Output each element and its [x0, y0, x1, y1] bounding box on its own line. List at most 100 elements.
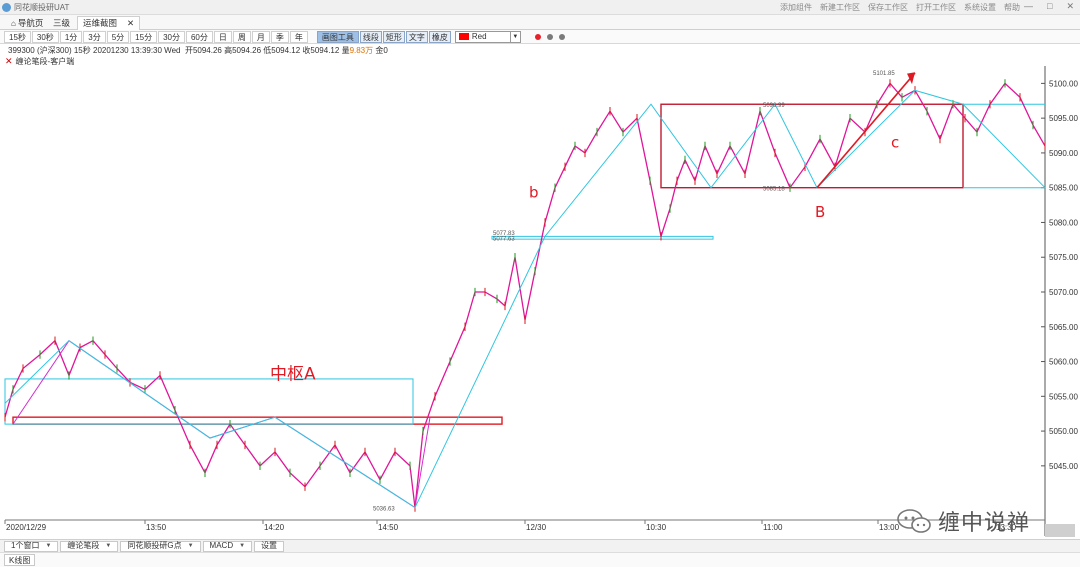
- level-b-rect: [491, 235, 714, 240]
- indicator-label: ✕ 缠论笔段-客户端: [5, 56, 75, 66]
- window-count-select[interactable]: 1个窗口 ▼: [4, 540, 59, 552]
- tab-level3[interactable]: 三级: [53, 17, 71, 28]
- indicator-bar: 1个窗口 ▼ 缠论笔段 ▼ 同花顺投研G点 ▼ MACD ▼ 设置: [0, 539, 1080, 552]
- close-tab-icon[interactable]: ✕: [127, 18, 135, 28]
- remove-indicator-icon[interactable]: ✕: [5, 56, 13, 66]
- indicator-gpoint-select[interactable]: 同花顺投研G点 ▼: [120, 540, 201, 552]
- period-label: 15秒: [73, 46, 91, 55]
- period-quarter[interactable]: 季: [270, 30, 289, 43]
- title-bar: 同花顺投研UAT 添加组件 新建工作区 保存工作区 打开工作区 系统设置 帮助 …: [0, 0, 1080, 15]
- price-mark-label: 5096.99: [763, 103, 785, 109]
- chevron-down-icon: ▼: [509, 31, 520, 42]
- y-tick-label: 5045.00: [1049, 462, 1078, 471]
- y-tick-label: 5095.00: [1049, 114, 1078, 123]
- period-month[interactable]: 月: [251, 30, 270, 43]
- chevron-down-icon: ▼: [187, 543, 194, 549]
- period-30m[interactable]: 30分: [158, 30, 185, 43]
- menu-save-workspace[interactable]: 保存工作区: [868, 3, 908, 12]
- x-tick-label: 13:50: [146, 523, 167, 532]
- low-value: 5094.12: [271, 46, 301, 55]
- chevron-down-icon: ▼: [45, 543, 52, 549]
- period-15s[interactable]: 15秒: [4, 30, 31, 43]
- tab-ops-screenshot[interactable]: 运维截图 ✕: [77, 16, 141, 30]
- rectangle-tool-button[interactable]: 矩形: [382, 30, 405, 43]
- period-week[interactable]: 周: [232, 30, 251, 43]
- y-tick-label: 5070.00: [1049, 288, 1078, 297]
- period-15m[interactable]: 15分: [130, 30, 158, 43]
- stock-name: (沪深300): [36, 46, 72, 55]
- x-tick-label: 14:20: [264, 523, 285, 532]
- settings-button[interactable]: 设置: [254, 540, 285, 552]
- close-value: 5094.12: [310, 46, 340, 55]
- maximize-icon[interactable]: □: [1047, 1, 1053, 11]
- x-tick-label: 14:50: [378, 523, 399, 532]
- period-toolbar: 15秒 30秒 1分 3分 5分 15分 30分 60分 日 周 月 季 年 画…: [0, 30, 1080, 44]
- chart-canvas[interactable]: 5045.00 5050.00 5055.00 5060.00 5065.00 5070.…: [4, 66, 1080, 537]
- price-mark-label: 5036.63: [373, 506, 395, 512]
- amount-value: 0: [383, 46, 388, 55]
- indicator-macd-select[interactable]: MACD ▼: [202, 540, 253, 552]
- close-window-icon[interactable]: ✕: [1066, 1, 1074, 11]
- trend-arrow-head-icon: [907, 72, 915, 85]
- tab-home[interactable]: ⌂ 导航页: [11, 17, 44, 28]
- chevron-down-icon: ▼: [105, 543, 112, 549]
- y-tick-label: 5055.00: [1049, 392, 1078, 401]
- period-day[interactable]: 日: [213, 30, 232, 43]
- chart-scrollbar[interactable]: [1045, 524, 1075, 537]
- period-1m[interactable]: 1分: [59, 30, 83, 43]
- eraser-tool-button[interactable]: 橡皮: [428, 30, 451, 43]
- price-mark-label: 5101.85: [873, 71, 895, 77]
- text-tool-button[interactable]: 文字: [405, 30, 428, 43]
- draw-tools-button[interactable]: 画图工具: [316, 30, 359, 43]
- y-tick-label: 5075.00: [1049, 253, 1078, 262]
- color-swatch: [458, 33, 469, 40]
- menu-new-workspace[interactable]: 新建工作区: [820, 3, 860, 12]
- chevron-down-icon: ▼: [239, 543, 246, 549]
- menu-system-settings[interactable]: 系统设置: [964, 3, 996, 12]
- period-3m[interactable]: 3分: [83, 30, 106, 43]
- x-tick-label: 10:30: [646, 523, 667, 532]
- period-5m[interactable]: 5分: [106, 30, 130, 43]
- red-dot-icon[interactable]: [534, 33, 541, 40]
- minimize-icon[interactable]: —: [1024, 1, 1034, 11]
- app-logo-icon: [2, 3, 11, 12]
- app-title: 同花顺投研UAT: [2, 2, 69, 13]
- price-mark-label: 5085.18: [763, 186, 785, 192]
- zhongshu-a-outline: [4, 378, 414, 425]
- open-value: 5094.26: [192, 46, 222, 55]
- zhongshu-b-rect: [660, 103, 964, 189]
- y-tick-label: 5065.00: [1049, 323, 1078, 332]
- segment-tool-button[interactable]: 线段: [359, 30, 382, 43]
- menu-add-component[interactable]: 添加组件: [780, 3, 812, 12]
- gray-dot-icon[interactable]: [546, 33, 553, 40]
- annotation-b: b: [529, 183, 539, 201]
- kline-chart[interactable]: 5045.00 5050.00 5055.00 5060.00 5065.00 5070.…: [4, 66, 1078, 537]
- menu-help[interactable]: 帮助: [1004, 3, 1020, 12]
- period-60m[interactable]: 60分: [185, 30, 213, 43]
- x-tick-label: 2020/12/29: [6, 523, 47, 532]
- period-year[interactable]: 年: [289, 30, 308, 43]
- annotation-zhongshu-a: 中枢A: [270, 365, 316, 385]
- color-select[interactable]: Red ▼: [454, 30, 521, 43]
- y-tick-label: 5085.00: [1049, 184, 1078, 193]
- menu-open-workspace[interactable]: 打开工作区: [916, 3, 956, 12]
- y-tick-label: 5090.00: [1049, 149, 1078, 158]
- tab-kline[interactable]: K线图: [4, 554, 36, 566]
- indicator-chan-select[interactable]: 缠论笔段 ▼: [60, 540, 119, 552]
- period-30s[interactable]: 30秒: [31, 30, 59, 43]
- y-tick-label: 5060.00: [1049, 358, 1078, 367]
- gray-dot-icon[interactable]: [558, 33, 565, 40]
- volume-value: 9.83万: [349, 46, 374, 55]
- kline-tab-bar: K线图: [0, 552, 1080, 567]
- annotation-B: B: [815, 203, 825, 221]
- price-mark-label: 5077.83: [493, 231, 515, 237]
- y-tick-label: 5080.00: [1049, 218, 1078, 227]
- annotation-c: c: [891, 133, 899, 151]
- stock-code: 399300: [8, 46, 35, 55]
- dot-indicators: [534, 33, 565, 40]
- y-tick-label: 5100.00: [1049, 79, 1078, 88]
- bi-segment-line: [4, 89, 1046, 509]
- draw-tools: 画图工具 线段 矩形 文字 橡皮 Red ▼: [316, 30, 521, 43]
- tab-bar: ⌂ 导航页 三级 运维截图 ✕: [0, 15, 1080, 30]
- x-tick-label: 12/30: [526, 523, 547, 532]
